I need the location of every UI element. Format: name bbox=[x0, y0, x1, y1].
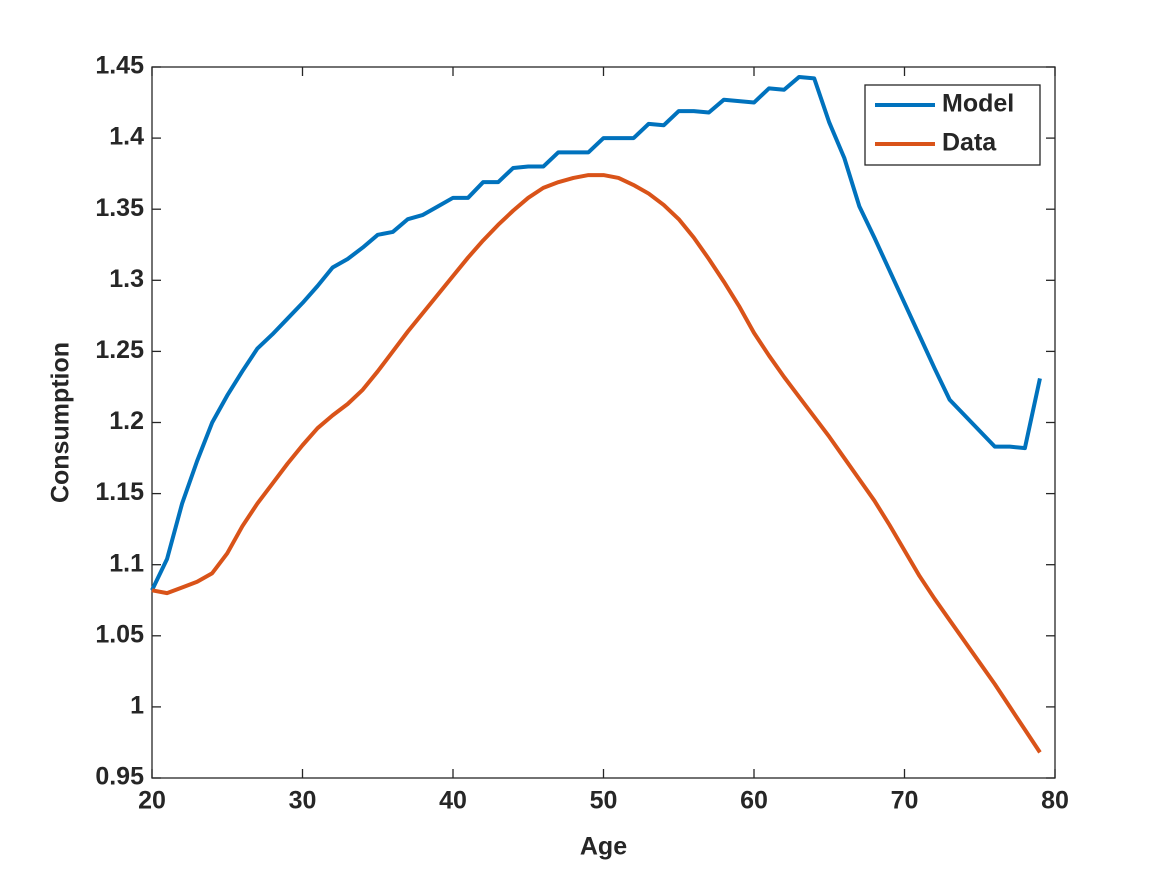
y-tick-label: 1.3 bbox=[109, 265, 144, 293]
y-tick-label: 1.25 bbox=[95, 336, 144, 364]
series-line bbox=[150, 74, 1042, 592]
y-tick-label: 1 bbox=[130, 692, 144, 720]
y-tick-label: 0.95 bbox=[95, 763, 144, 791]
y-tick-label: 1.05 bbox=[95, 620, 144, 648]
x-tick-label: 60 bbox=[740, 787, 768, 815]
y-tick-label: 1.1 bbox=[109, 549, 144, 577]
y-tick-label: 1.15 bbox=[95, 478, 144, 506]
x-tick-label: 30 bbox=[289, 787, 317, 815]
x-tick-label: 80 bbox=[1041, 787, 1069, 815]
y-tick-label: 1.45 bbox=[95, 52, 144, 80]
x-tick-label: 70 bbox=[891, 787, 919, 815]
x-tick-label: 40 bbox=[439, 787, 467, 815]
y-tick-label: 1.2 bbox=[109, 407, 144, 435]
legend-box bbox=[864, 84, 1041, 166]
y-tick-label: 1.35 bbox=[95, 194, 144, 222]
axes-box bbox=[151, 66, 1056, 779]
series-line bbox=[151, 173, 1042, 754]
legend-label: Model bbox=[942, 90, 1014, 118]
x-tick-label: 20 bbox=[138, 787, 166, 815]
y-axis-label: Consumption bbox=[47, 342, 75, 503]
x-axis-label: Age bbox=[580, 833, 627, 861]
x-tick-label: 50 bbox=[590, 787, 618, 815]
legend-label: Data bbox=[942, 129, 997, 157]
y-tick-label: 1.4 bbox=[109, 123, 144, 151]
